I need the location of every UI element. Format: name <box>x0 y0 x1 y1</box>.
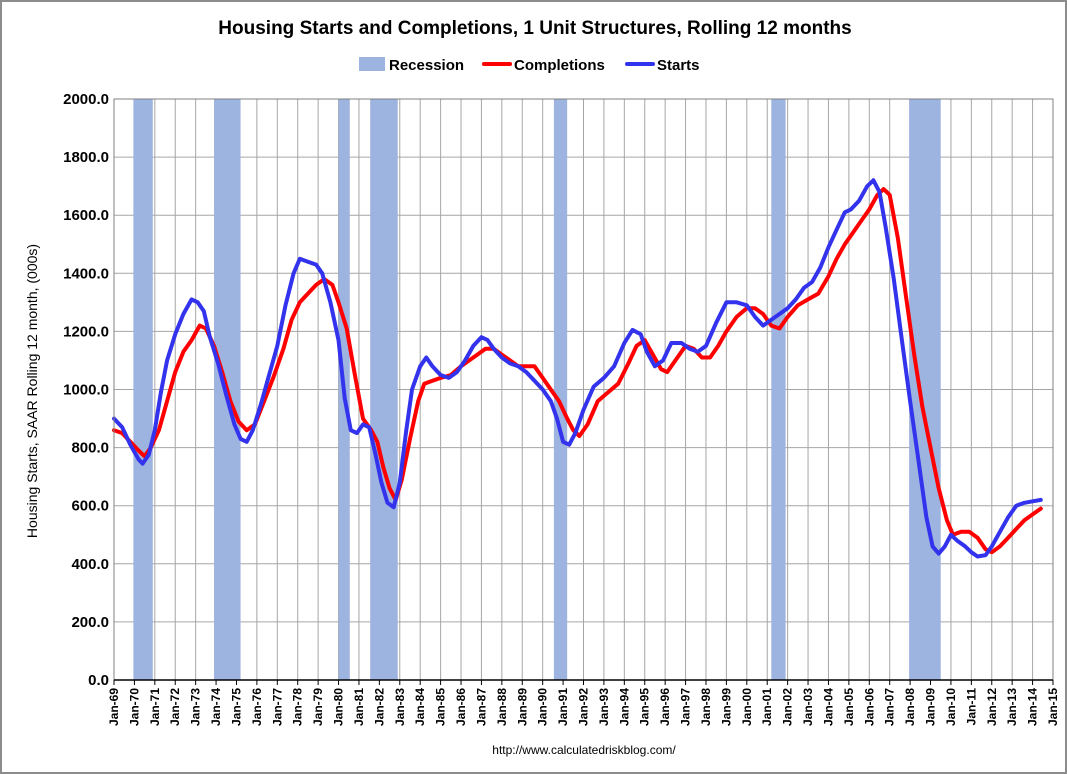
y-tick-label: 1000.0 <box>63 382 109 399</box>
y-tick-label: 800.0 <box>71 440 109 457</box>
x-tick-label: Jan-70 <box>127 688 141 726</box>
x-tick-label: Jan-74 <box>209 688 223 726</box>
recession-bar <box>133 99 153 680</box>
x-tick-label: Jan-92 <box>577 688 591 726</box>
chart-title: Housing Starts and Completions, 1 Unit S… <box>218 18 851 39</box>
x-tick-label: Jan-94 <box>617 688 631 726</box>
recession-bar <box>553 99 568 680</box>
x-tick-label: Jan-10 <box>944 688 958 726</box>
x-tick-label: Jan-06 <box>862 688 876 726</box>
x-tick-label: Jan-87 <box>474 688 488 726</box>
x-tick-label: Jan-72 <box>168 688 182 726</box>
y-tick-label: 1400.0 <box>63 265 109 282</box>
legend-swatch <box>359 57 385 71</box>
x-tick-label: Jan-12 <box>985 688 999 726</box>
x-tick-label: Jan-82 <box>372 688 386 726</box>
x-tick-label: Jan-84 <box>413 688 427 726</box>
x-tick-label: Jan-83 <box>393 688 407 726</box>
y-tick-label: 600.0 <box>71 498 109 515</box>
x-tick-label: Jan-93 <box>597 688 611 726</box>
x-tick-label: Jan-01 <box>760 688 774 726</box>
x-tick-label: Jan-05 <box>842 688 856 726</box>
x-tick-label: Jan-03 <box>801 688 815 726</box>
x-tick-label: Jan-89 <box>515 688 529 726</box>
x-tick-label: Jan-85 <box>434 688 448 726</box>
x-tick-label: Jan-14 <box>1026 688 1040 726</box>
y-tick-label: 1200.0 <box>63 323 109 340</box>
x-tick-label: Jan-09 <box>924 688 938 726</box>
recession-layer <box>133 99 941 680</box>
x-tick-label: Jan-78 <box>291 688 305 726</box>
x-tick-label: Jan-77 <box>270 688 284 726</box>
legend-label: Completions <box>514 57 605 74</box>
series-layer <box>112 178 1043 559</box>
x-tick-label: Jan-96 <box>658 688 672 726</box>
legend-item-starts: Starts <box>625 57 700 74</box>
y-tick-label: 2000.0 <box>63 91 109 108</box>
legend-item-recession: Recession <box>359 57 464 74</box>
y-tick-label: 1800.0 <box>63 149 109 166</box>
x-tick-label: Jan-02 <box>781 688 795 726</box>
x-tick-label: Jan-69 <box>107 688 121 726</box>
recession-bar <box>909 99 941 680</box>
x-tick-label: Jan-75 <box>229 688 243 726</box>
x-tick-label: Jan-81 <box>352 688 366 726</box>
y-tick-label: 0.0 <box>88 672 109 689</box>
x-tick-label: Jan-73 <box>189 688 203 726</box>
x-tick-label: Jan-90 <box>536 688 550 726</box>
x-tick-label: Jan-79 <box>311 688 325 726</box>
legend-label: Starts <box>657 57 700 74</box>
x-tick-label: Jan-13 <box>1005 688 1019 726</box>
y-axis-label: Housing Starts, SAAR Rolling 12 month, (… <box>24 244 40 538</box>
series-line-starts <box>112 178 1043 559</box>
x-tick-label: Jan-88 <box>495 688 509 726</box>
x-tick-label: Jan-07 <box>883 688 897 726</box>
x-tick-label: Jan-91 <box>556 688 570 726</box>
x-tick-label: Jan-95 <box>638 688 652 726</box>
recession-bar <box>370 99 398 680</box>
x-tick-label: Jan-11 <box>964 688 978 726</box>
x-tick-label: Jan-97 <box>679 688 693 726</box>
x-tick-label: Jan-80 <box>332 688 346 726</box>
x-tick-label: Jan-00 <box>740 688 754 726</box>
x-tick-label: Jan-99 <box>719 688 733 726</box>
legend-item-completions: Completions <box>482 57 605 74</box>
y-tick-label: 1600.0 <box>63 207 109 224</box>
legend-label: Recession <box>389 57 464 74</box>
legend: Recession Completions Starts <box>359 57 700 74</box>
y-tick-label: 400.0 <box>71 556 109 573</box>
x-tick-label: Jan-08 <box>903 688 917 726</box>
x-tick-label: Jan-86 <box>454 688 468 726</box>
x-tick-label: Jan-71 <box>148 688 162 726</box>
source-label: http://www.calculatedriskblog.com/ <box>492 743 676 757</box>
x-tick-label: Jan-15 <box>1046 688 1060 726</box>
x-tick-label: Jan-98 <box>699 688 713 726</box>
y-tick-label: 200.0 <box>71 614 109 631</box>
x-tick-label: Jan-04 <box>821 688 835 726</box>
axis-layer: 0.0 200.0 400.0 600.0 800.0 1000.0 1200.0 1400.… <box>63 91 1060 726</box>
recession-bar <box>771 99 786 680</box>
x-tick-label: Jan-76 <box>250 688 264 726</box>
